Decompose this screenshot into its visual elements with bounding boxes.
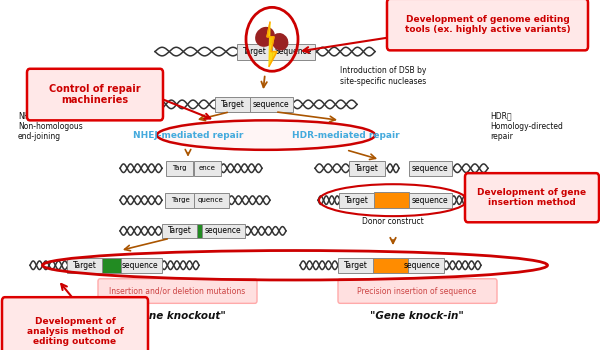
FancyBboxPatch shape [349, 161, 385, 176]
Text: Target: Target [355, 164, 379, 173]
FancyBboxPatch shape [193, 193, 229, 208]
Text: quence: quence [198, 197, 224, 203]
Text: Target: Target [345, 196, 369, 205]
FancyBboxPatch shape [215, 97, 251, 112]
Text: sequence: sequence [412, 164, 448, 173]
FancyBboxPatch shape [373, 258, 407, 273]
Text: Donor construct: Donor construct [362, 217, 424, 225]
Text: Introduction of DSB by
site-specific nucleases: Introduction of DSB by site-specific nuc… [340, 66, 427, 86]
Text: Development of
analysis method of
editing outcome: Development of analysis method of editin… [26, 317, 124, 346]
Text: NHEJ：
Non-homologous
end-joining: NHEJ： Non-homologous end-joining [18, 112, 83, 141]
Ellipse shape [272, 33, 289, 50]
FancyBboxPatch shape [202, 224, 245, 238]
Text: Development of gene
insertion method: Development of gene insertion method [478, 188, 587, 208]
FancyBboxPatch shape [465, 173, 599, 222]
Text: sequence: sequence [205, 226, 241, 236]
Text: Development of genome editing
tools (ex. highly active variants): Development of genome editing tools (ex.… [404, 15, 571, 34]
Text: "Gene knockout": "Gene knockout" [128, 310, 226, 321]
Text: Precision insertion of sequence: Precision insertion of sequence [358, 287, 476, 295]
FancyBboxPatch shape [166, 161, 193, 176]
Text: Target: Target [243, 47, 267, 56]
FancyBboxPatch shape [338, 258, 374, 273]
Text: ence: ence [199, 165, 215, 171]
Text: Target: Target [221, 100, 245, 109]
FancyBboxPatch shape [373, 192, 409, 208]
FancyBboxPatch shape [236, 44, 274, 60]
Text: HDR-mediated repair: HDR-mediated repair [292, 131, 400, 140]
Ellipse shape [157, 120, 375, 150]
FancyBboxPatch shape [401, 258, 443, 273]
FancyBboxPatch shape [98, 279, 257, 303]
FancyBboxPatch shape [271, 44, 314, 60]
Text: Control of repair
machineries: Control of repair machineries [49, 84, 141, 105]
Text: NHEJ-mediated repair: NHEJ-mediated repair [133, 131, 243, 140]
Text: Target: Target [344, 261, 368, 270]
FancyBboxPatch shape [338, 279, 497, 303]
Text: Targe: Targe [170, 197, 190, 203]
Text: sequence: sequence [122, 261, 158, 270]
FancyBboxPatch shape [197, 224, 209, 238]
Text: sequence: sequence [412, 196, 448, 205]
Text: Targ: Targ [172, 165, 186, 171]
Text: sequence: sequence [404, 261, 440, 270]
FancyBboxPatch shape [119, 258, 161, 273]
FancyBboxPatch shape [250, 97, 293, 112]
Text: Insertion and/or deletion mutations: Insertion and/or deletion mutations [109, 287, 245, 295]
Text: Target: Target [73, 261, 97, 270]
FancyBboxPatch shape [409, 193, 452, 208]
FancyBboxPatch shape [2, 297, 148, 350]
Text: Target: Target [168, 226, 192, 236]
Text: "Gene knock-in": "Gene knock-in" [370, 310, 464, 321]
FancyBboxPatch shape [409, 161, 452, 176]
FancyBboxPatch shape [339, 193, 375, 208]
Text: sequence: sequence [253, 100, 289, 109]
FancyBboxPatch shape [164, 193, 196, 208]
FancyBboxPatch shape [67, 258, 103, 273]
Polygon shape [267, 22, 277, 66]
Text: Sequence: Sequence [274, 47, 311, 56]
Text: HDR：
Homology-directed
repair: HDR： Homology-directed repair [490, 112, 563, 141]
Ellipse shape [255, 27, 275, 47]
FancyBboxPatch shape [162, 224, 198, 238]
FancyBboxPatch shape [101, 258, 121, 273]
FancyBboxPatch shape [387, 0, 588, 50]
FancyBboxPatch shape [193, 161, 221, 176]
FancyBboxPatch shape [27, 69, 163, 120]
